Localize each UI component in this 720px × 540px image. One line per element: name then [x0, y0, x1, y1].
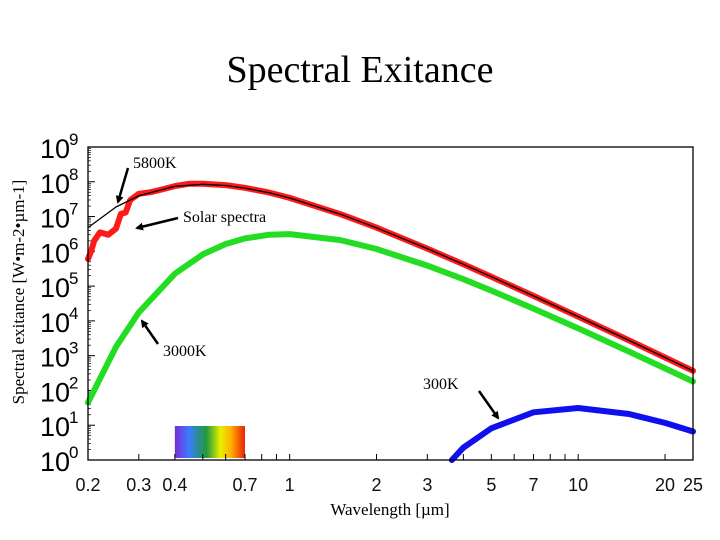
y-tick-exponent: 3 [69, 339, 78, 358]
y-tick-label: 10 [40, 169, 70, 199]
y-tick-exponent: 1 [69, 408, 78, 427]
y-tick-exponent: 2 [69, 373, 78, 392]
x-tick-label: 0.7 [232, 475, 257, 495]
x-tick-label: 10 [568, 475, 588, 495]
x-tick-label: 3 [422, 475, 432, 495]
x-tick-label: 0.3 [126, 475, 151, 495]
annotation-300k: 300K [423, 376, 459, 393]
y-tick-label: 10 [40, 447, 70, 477]
y-tick-exponent: 0 [69, 443, 78, 462]
x-tick-label: 20 [655, 475, 675, 495]
y-tick-label: 10 [40, 412, 70, 442]
y-tick-exponent: 9 [69, 130, 78, 149]
y-tick-label: 10 [40, 343, 70, 373]
x-axis-label: Wavelength [µm] [330, 500, 449, 519]
plot-frame [87, 146, 694, 461]
x-tick-label: 2 [372, 475, 382, 495]
y-tick-label: 10 [40, 308, 70, 338]
annotation-solar-spectra: Solar spectra [183, 209, 266, 226]
y-tick-label: 10 [40, 204, 70, 234]
y-tick-label: 10 [40, 273, 70, 303]
arrow-3000k [140, 319, 160, 345]
x-tick-label: 1 [285, 475, 295, 495]
series-300k [448, 405, 696, 463]
y-axis-label: Spectral exitance [W•m-2•µm-1] [9, 180, 28, 405]
series-3000k [85, 231, 696, 406]
arrow-5800k [115, 167, 130, 204]
visible-spectrum-band [174, 426, 245, 458]
annotation-5800k: 5800K [133, 155, 177, 172]
x-tick-label: 7 [528, 475, 538, 495]
arrow-300k [477, 390, 500, 420]
arrow-solar-spectra [135, 216, 179, 231]
y-tick-label: 10 [40, 377, 70, 407]
y-tick-exponent: 6 [69, 234, 78, 253]
x-tick-label: 0.2 [75, 475, 100, 495]
series-5800k [87, 183, 694, 372]
y-tick-label: 10 [40, 134, 70, 164]
slide-title: Spectral Exitance [226, 49, 494, 91]
y-tick-exponent: 5 [69, 269, 78, 288]
y-tick-label: 10 [40, 238, 70, 268]
x-tick-label: 5 [486, 475, 496, 495]
annotation-3000k: 3000K [163, 343, 207, 360]
x-tick-label: 0.4 [162, 475, 187, 495]
x-tick-label: 25 [683, 475, 703, 495]
y-tick-exponent: 4 [69, 304, 78, 323]
y-tick-exponent: 7 [69, 200, 78, 219]
y-tick-exponent: 8 [69, 165, 78, 184]
